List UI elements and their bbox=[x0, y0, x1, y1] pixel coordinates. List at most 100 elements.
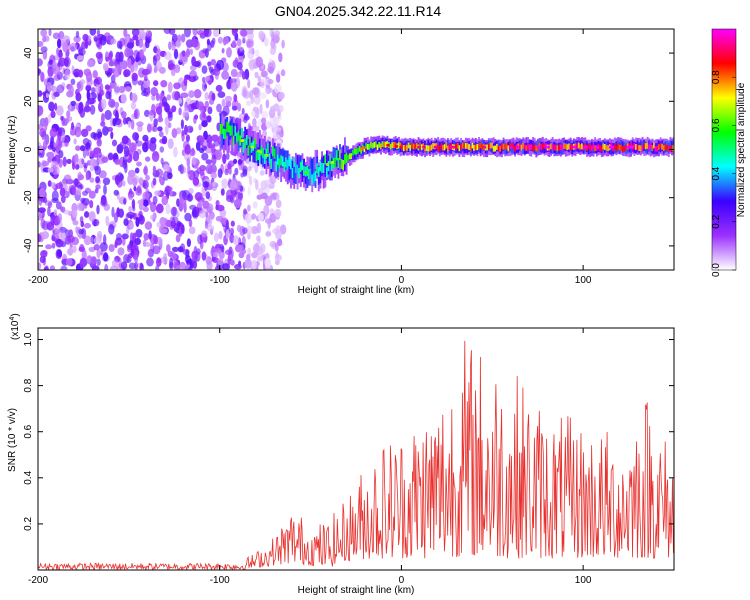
spectrogram-noise-cell bbox=[152, 165, 156, 174]
spectrogram-signal-cell bbox=[278, 147, 281, 166]
spectrogram-noise-cell bbox=[81, 249, 87, 261]
spectrogram-signal-peak bbox=[265, 153, 270, 157]
spectrogram-noise-cell bbox=[257, 76, 261, 83]
spectrogram-signal-peak bbox=[451, 145, 456, 149]
spectrogram-signal-cell bbox=[231, 125, 234, 136]
spectrogram-noise-cell bbox=[57, 51, 64, 59]
spectrogram-noise-cell bbox=[111, 259, 119, 268]
spectrogram-signal-cell bbox=[326, 167, 328, 178]
spectrogram-noise-cell bbox=[81, 198, 90, 206]
spectrogram-signal-cell bbox=[283, 162, 286, 173]
spectrogram-noise-cell bbox=[147, 140, 152, 150]
spectrogram-noise-cell bbox=[220, 188, 225, 196]
snr-x-tick-label: 0 bbox=[399, 575, 405, 586]
spectrogram-noise-cell bbox=[204, 48, 209, 58]
spectrogram-noise-cell bbox=[57, 38, 62, 49]
spectrogram-signal-cell bbox=[326, 150, 328, 170]
spectrogram-noise-cell bbox=[93, 147, 102, 154]
spectrogram-signal-cell bbox=[455, 144, 458, 150]
spectrogram-signal-cell bbox=[667, 145, 670, 152]
spectrogram-noise-cell bbox=[158, 131, 164, 138]
spectrogram-noise-cell bbox=[85, 100, 90, 112]
spectrogram-noise-cell bbox=[77, 174, 84, 181]
spectrogram-noise-cell bbox=[40, 29, 48, 37]
spectrogram-noise-cell bbox=[144, 221, 153, 230]
spectrogram-signal-cell bbox=[505, 143, 508, 150]
colorbar-tick-label: 0.6 bbox=[711, 118, 722, 132]
spectrogram-signal-cell bbox=[576, 143, 579, 150]
spectrogram-signal-cell bbox=[334, 157, 337, 168]
spectrogram-signal-cell bbox=[257, 149, 260, 160]
spectrogram-noise-cell bbox=[274, 35, 280, 44]
spectrogram-signal-cell bbox=[298, 167, 301, 178]
spectrogram-noise-cell bbox=[273, 30, 281, 37]
spectrogram-signal-cell bbox=[245, 135, 248, 146]
spectrogram-signal-peak bbox=[250, 145, 255, 149]
spectrogram-signal-cell bbox=[579, 144, 582, 151]
spectrogram-x-tick-label: -200 bbox=[28, 275, 48, 286]
spectrogram-noise-cell bbox=[278, 52, 283, 63]
spectrogram-signal-cell bbox=[226, 123, 229, 153]
spectrogram-noise-cell bbox=[166, 244, 171, 253]
spectrogram-noise-cell bbox=[68, 229, 73, 238]
spectrogram-noise-cell bbox=[44, 121, 48, 131]
spectrogram-signal-cell bbox=[249, 142, 252, 162]
spectrogram-signal-cell bbox=[227, 126, 230, 146]
spectrogram-noise-cell bbox=[216, 122, 221, 132]
spectrogram-signal-cell bbox=[277, 154, 279, 165]
spectrogram-noise-cell bbox=[173, 223, 179, 232]
spectrogram-noise-cell bbox=[99, 83, 104, 92]
spectrogram-signal-cell bbox=[620, 144, 623, 151]
spectrogram-signal-cell bbox=[272, 153, 274, 172]
spectrogram-noise-cell bbox=[173, 48, 179, 60]
spectrogram-noise-cell bbox=[85, 171, 89, 181]
spectrogram-noise-cell bbox=[129, 221, 134, 230]
spectrogram-noise-cell bbox=[206, 203, 214, 214]
spectrogram-noise-cell bbox=[254, 179, 259, 191]
spectrogram-signal-cell bbox=[671, 145, 673, 152]
spectrogram-noise-cell bbox=[280, 69, 286, 77]
spectrogram-signal-cell bbox=[411, 142, 413, 149]
spectrogram-noise-cell bbox=[181, 224, 185, 235]
spectrogram-noise-cell bbox=[231, 40, 237, 48]
spectrogram-noise-cell bbox=[55, 182, 64, 189]
spectrogram-signal-cell bbox=[499, 145, 502, 152]
snr-x-tick-label: -100 bbox=[210, 575, 230, 586]
spectrogram-noise-cell bbox=[173, 146, 178, 158]
spectrogram-signal-cell bbox=[541, 143, 544, 150]
spectrogram-noise-cell bbox=[192, 75, 199, 81]
spectrogram-noise-cell bbox=[96, 258, 101, 266]
spectrogram-noise-cell bbox=[108, 52, 113, 61]
spectrogram-noise-cell bbox=[156, 221, 161, 228]
spectrogram-noise-cell bbox=[51, 182, 57, 189]
spectrogram-noise-cell bbox=[86, 59, 95, 68]
spectrogram-noise-cell bbox=[233, 94, 238, 103]
spectrogram-signal-cell bbox=[535, 145, 538, 152]
spectrogram-signal-cell bbox=[344, 154, 346, 165]
spectrogram-noise-cell bbox=[159, 216, 166, 226]
spectrogram-noise-cell bbox=[128, 205, 133, 212]
spectrogram-signal-peak bbox=[304, 171, 309, 174]
spectrogram-noise-cell bbox=[264, 37, 269, 47]
spectrogram-signal-cell bbox=[625, 144, 628, 151]
spectrogram-signal-cell bbox=[224, 129, 227, 140]
spectrogram-noise-cell bbox=[224, 168, 229, 176]
spectrogram-signal-cell bbox=[232, 135, 235, 146]
spectrogram-noise-cell bbox=[270, 38, 276, 49]
spectrogram-noise-cell bbox=[38, 198, 43, 206]
spectrogram-noise-cell bbox=[140, 31, 147, 38]
spectrogram-noise-cell bbox=[250, 95, 255, 104]
spectrogram-noise-cell bbox=[95, 176, 100, 184]
spectrogram-signal-cell bbox=[226, 121, 229, 132]
colorbar-gradient bbox=[711, 28, 737, 271]
spectrogram-noise-cell bbox=[103, 184, 107, 195]
spectrogram-noise-cell bbox=[155, 203, 164, 214]
spectrogram-noise-cell bbox=[263, 204, 270, 216]
spectrogram-noise-cell bbox=[56, 249, 63, 258]
spectrogram-noise-cell bbox=[207, 141, 212, 149]
spectrogram-noise-cell bbox=[131, 199, 136, 209]
spectrogram-noise-cell bbox=[92, 70, 98, 79]
spectrogram-noise-cell bbox=[151, 151, 160, 162]
spectrogram-noise-cell bbox=[138, 214, 145, 225]
